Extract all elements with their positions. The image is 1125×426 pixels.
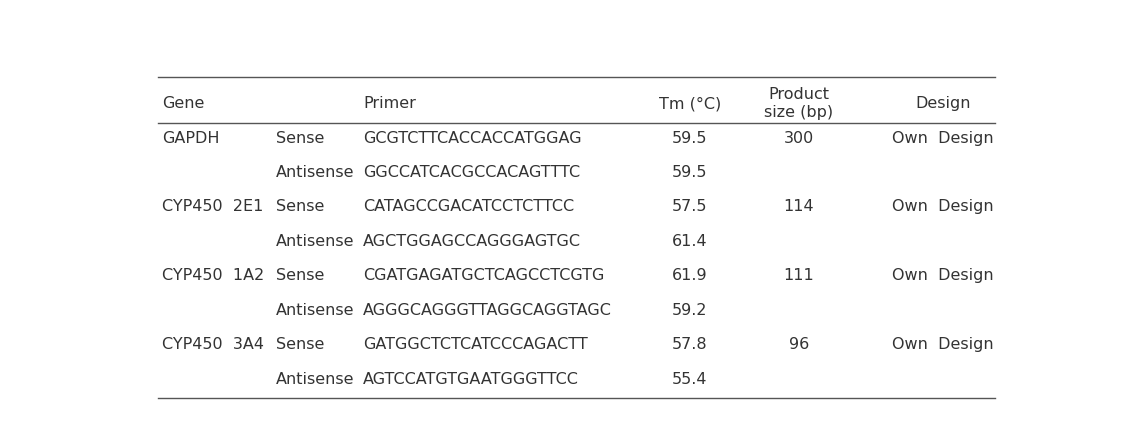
Text: 59.5: 59.5 [672, 130, 708, 146]
Text: Own  Design: Own Design [892, 268, 993, 283]
Text: Primer: Primer [363, 96, 416, 111]
Text: Antisense: Antisense [276, 371, 354, 387]
Text: Own  Design: Own Design [892, 199, 993, 214]
Text: 61.4: 61.4 [672, 234, 708, 249]
Text: GAPDH: GAPDH [162, 130, 219, 146]
Text: 61.9: 61.9 [672, 268, 708, 283]
Text: 55.4: 55.4 [672, 371, 708, 387]
Text: 111: 111 [783, 268, 814, 283]
Text: CATAGCCGACATCCTCTTCC: CATAGCCGACATCCTCTTCC [363, 199, 574, 214]
Text: GATGGCTCTCATCCCAGACTT: GATGGCTCTCATCCCAGACTT [363, 337, 587, 352]
Text: 59.2: 59.2 [672, 303, 708, 318]
Text: 57.5: 57.5 [672, 199, 708, 214]
Text: AGCTGGAGCCAGGGAGTGC: AGCTGGAGCCAGGGAGTGC [363, 234, 580, 249]
Text: 96: 96 [789, 337, 809, 352]
Text: Sense: Sense [276, 199, 324, 214]
Text: AGGGCAGGGTTAGGCAGGTAGC: AGGGCAGGGTTAGGCAGGTAGC [363, 303, 612, 318]
Text: GGCCATCACGCCACAGTTTC: GGCCATCACGCCACAGTTTC [363, 165, 580, 180]
Text: 114: 114 [784, 199, 814, 214]
Text: Sense: Sense [276, 268, 324, 283]
Text: Tm (°C): Tm (°C) [659, 96, 721, 111]
Text: Own  Design: Own Design [892, 337, 993, 352]
Text: Sense: Sense [276, 130, 324, 146]
Text: CGATGAGATGCTCAGCCTCGTG: CGATGAGATGCTCAGCCTCGTG [363, 268, 604, 283]
Text: Antisense: Antisense [276, 234, 354, 249]
Text: CYP450  3A4: CYP450 3A4 [162, 337, 264, 352]
Text: Sense: Sense [276, 337, 324, 352]
Text: 59.5: 59.5 [672, 165, 708, 180]
Text: Antisense: Antisense [276, 165, 354, 180]
Text: 300: 300 [784, 130, 814, 146]
Text: GCGTCTTCACCACCATGGAG: GCGTCTTCACCACCATGGAG [363, 130, 582, 146]
Text: Design: Design [915, 96, 971, 111]
Text: Gene: Gene [162, 96, 205, 111]
Text: CYP450  2E1: CYP450 2E1 [162, 199, 263, 214]
Text: CYP450  1A2: CYP450 1A2 [162, 268, 264, 283]
Text: 57.8: 57.8 [672, 337, 708, 352]
Text: Own  Design: Own Design [892, 130, 993, 146]
Text: Antisense: Antisense [276, 303, 354, 318]
Text: AGTCCATGTGAATGGGTTCC: AGTCCATGTGAATGGGTTCC [363, 371, 579, 387]
Text: Product
size (bp): Product size (bp) [764, 87, 834, 120]
